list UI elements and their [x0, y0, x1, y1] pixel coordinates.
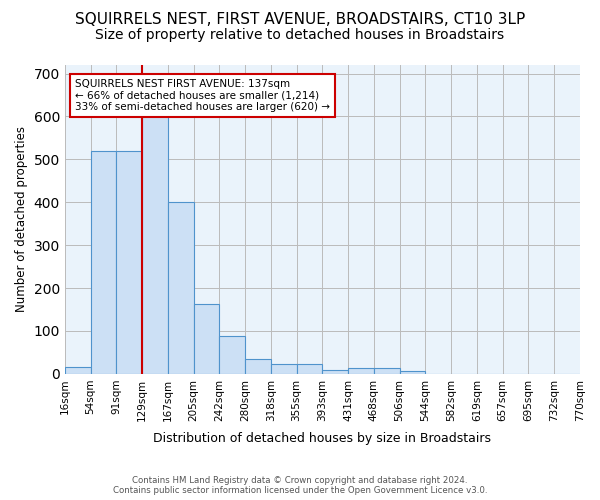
Bar	[245, 359, 271, 374]
X-axis label: Distribution of detached houses by size in Broadstairs: Distribution of detached houses by size …	[154, 432, 491, 445]
Bar	[220, 336, 245, 374]
Text: SQUIRRELS NEST FIRST AVENUE: 137sqm
← 66% of detached houses are smaller (1,214): SQUIRRELS NEST FIRST AVENUE: 137sqm ← 66…	[75, 79, 330, 112]
Text: Size of property relative to detached houses in Broadstairs: Size of property relative to detached ho…	[95, 28, 505, 42]
Bar	[91, 151, 116, 374]
Bar	[374, 368, 400, 374]
Y-axis label: Number of detached properties: Number of detached properties	[15, 126, 28, 312]
Bar	[296, 364, 322, 374]
Bar	[348, 368, 374, 374]
Text: SQUIRRELS NEST, FIRST AVENUE, BROADSTAIRS, CT10 3LP: SQUIRRELS NEST, FIRST AVENUE, BROADSTAIR…	[75, 12, 525, 28]
Bar	[271, 364, 296, 374]
Bar	[65, 368, 91, 374]
Bar	[400, 372, 425, 374]
Bar	[322, 370, 348, 374]
Bar	[116, 151, 142, 374]
Bar	[168, 202, 194, 374]
Bar	[194, 304, 220, 374]
Text: Contains HM Land Registry data © Crown copyright and database right 2024.
Contai: Contains HM Land Registry data © Crown c…	[113, 476, 487, 495]
Bar	[142, 102, 168, 374]
